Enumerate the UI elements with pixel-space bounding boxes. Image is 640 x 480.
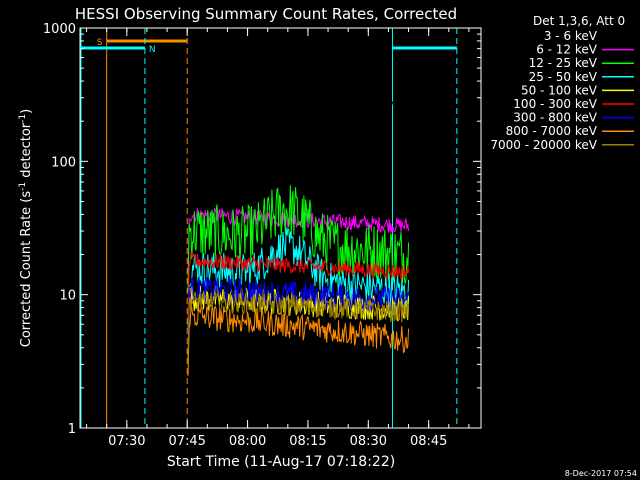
legend-entry-label: 3 - 6 keV: [544, 29, 598, 43]
legend-entry-label: 300 - 800 keV: [513, 111, 597, 125]
legend-entry-label: 12 - 25 keV: [529, 56, 598, 70]
y-axis-label-exp1: -1: [18, 182, 28, 191]
series-line: [187, 227, 410, 329]
legend-entry-label: 25 - 50 keV: [529, 70, 598, 84]
x-tick-label: 08:45: [410, 434, 447, 449]
y-tick-label: 1000: [43, 22, 76, 37]
x-tick-label: 08:00: [229, 434, 266, 449]
series-line: [187, 99, 409, 165]
chart-title: HESSI Observing Summary Count Rates, Cor…: [75, 5, 457, 23]
series-line: [187, 185, 410, 292]
series-line: [187, 207, 410, 276]
series-line: [187, 251, 410, 322]
y-axis-ticks: 1 10 100 1000: [43, 22, 481, 437]
y-axis-label-mid: detector: [19, 122, 34, 182]
y-axis-label-main: Corrected Count Rate (s: [19, 191, 34, 348]
y-axis-label-end: ): [19, 109, 34, 114]
y-axis-label: Corrected Count Rate (s-1 detector-1): [18, 109, 34, 347]
series-line: [187, 276, 410, 350]
x-axis-label: Start Time (11-Aug-17 07:18:22): [167, 454, 395, 470]
legend-entry-label: 800 - 7000 keV: [506, 124, 598, 138]
legend-entry-label: 50 - 100 keV: [521, 83, 598, 97]
legend-entry-label: 6 - 12 keV: [536, 43, 598, 57]
x-tick-label: 08:30: [350, 434, 387, 449]
x-axis-ticks: 07:30 07:45 08:00 08:15 08:30 08:45: [86, 28, 470, 449]
x-tick-label: 07:30: [108, 434, 145, 449]
x-tick-label: 07:45: [168, 434, 205, 449]
legend-entry-label: 7000 - 20000 keV: [490, 138, 597, 152]
marker-label: N: [149, 45, 156, 55]
legend-entry-label: 100 - 300 keV: [513, 97, 597, 111]
y-tick-label: 100: [51, 155, 76, 170]
series-lines: [187, 99, 410, 377]
series-line: [187, 290, 410, 362]
plot-frame: [79, 27, 482, 429]
plot-footer-timestamp: 8-Dec-2017 07:54: [565, 469, 637, 478]
series-line: [187, 305, 410, 377]
y-tick-label: 10: [59, 289, 76, 304]
legend-title: Det 1,3,6, Att 0: [533, 14, 625, 28]
y-tick-label: 1: [68, 422, 76, 437]
marker-label: S: [97, 38, 103, 48]
y-axis-label-exp2: -1: [18, 114, 28, 123]
observing-interval-markers: SN: [80, 28, 458, 428]
x-tick-label: 08:15: [289, 434, 326, 449]
